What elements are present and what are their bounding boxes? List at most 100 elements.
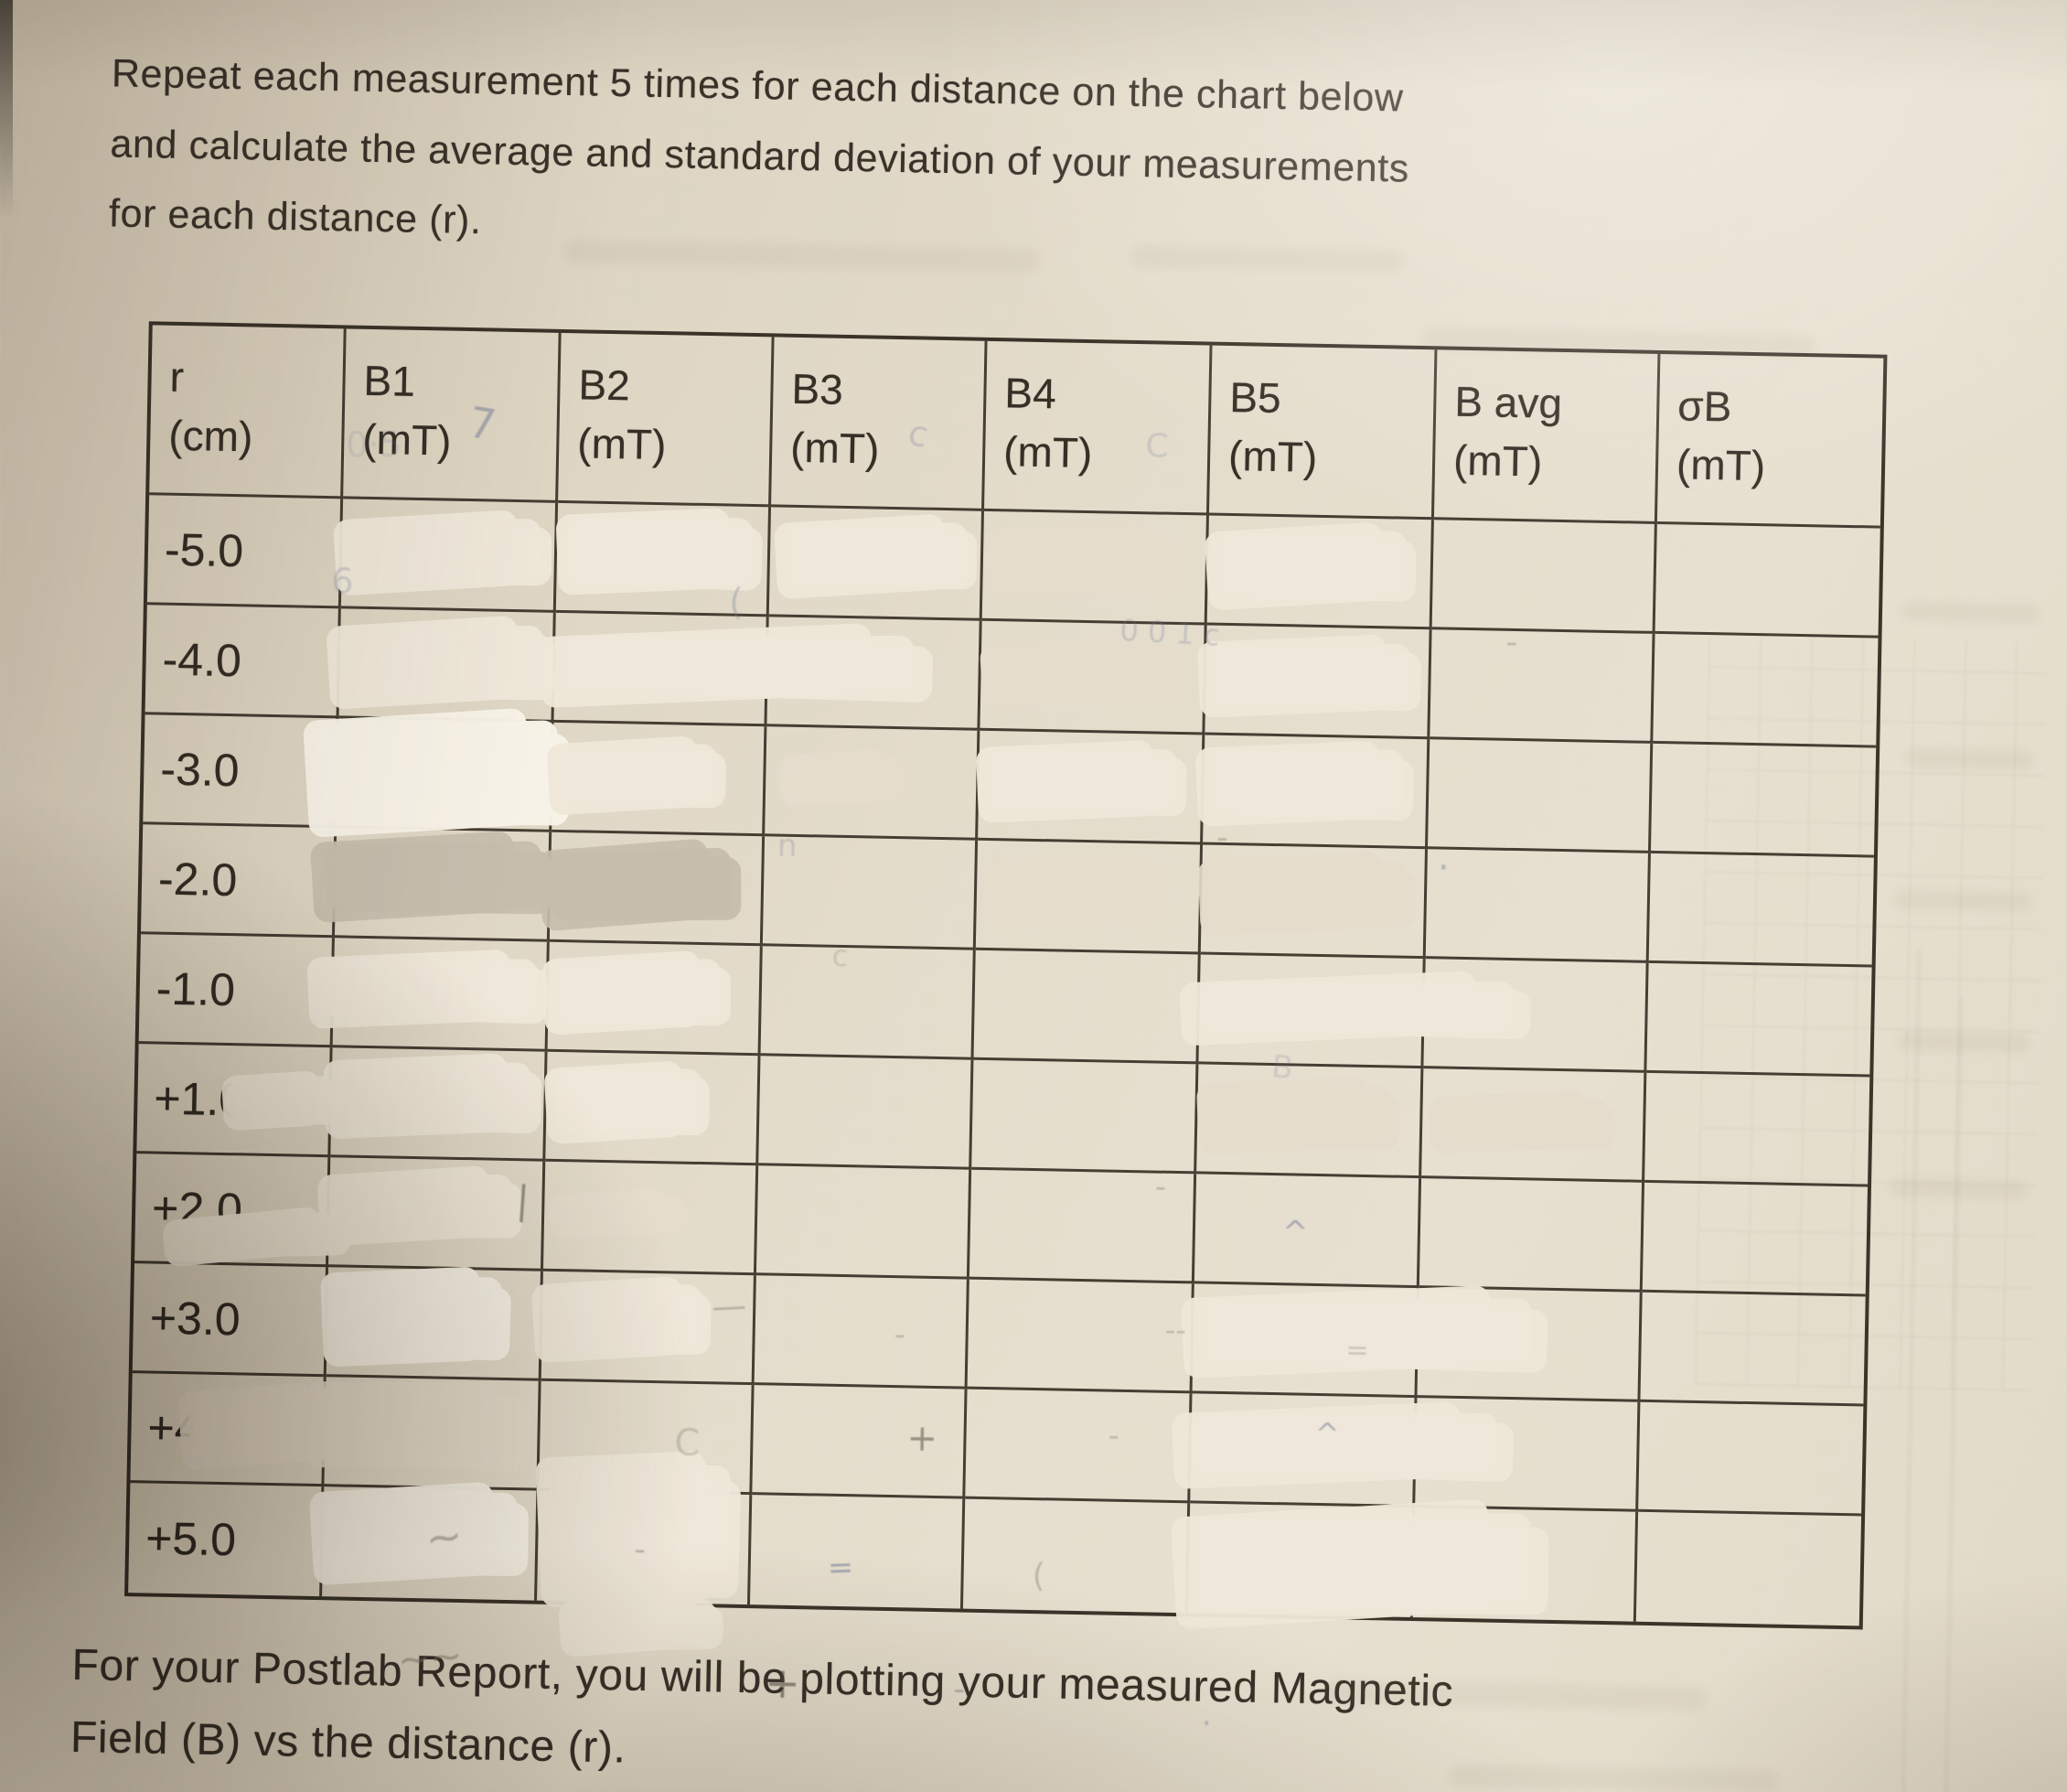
- table-cell: [315, 1377, 541, 1491]
- whiteout-mark: [322, 1492, 519, 1572]
- table-cell: [1192, 1283, 1532, 1399]
- whiteout-mark: [1210, 643, 1411, 706]
- table-cell: [1427, 739, 1654, 853]
- whiteout-mark: [994, 861, 1162, 917]
- table-cell: [1205, 625, 1432, 740]
- whiteout-mark: [1202, 1297, 1532, 1365]
- table-cell: [1655, 523, 1880, 638]
- table-cell: [980, 620, 1207, 735]
- table-cell: [1421, 1068, 1647, 1183]
- table-cell: [327, 1157, 546, 1272]
- table-cell: [320, 718, 560, 832]
- instructions-text: Repeat each measurement 5 times for each…: [108, 38, 1575, 276]
- table-cell: [325, 828, 552, 942]
- whiteout-mark: [556, 1194, 684, 1233]
- table-cell: [1425, 849, 1651, 963]
- table-cell: [765, 726, 980, 841]
- column-unit: (mT): [1676, 440, 1766, 490]
- column-unit: (mT): [361, 415, 452, 466]
- photo-edge-shadow: [0, 0, 13, 220]
- table-cell: [971, 1059, 1199, 1175]
- bleed-through-smudge: [1449, 1764, 1779, 1792]
- column-label: B5: [1228, 372, 1282, 423]
- table-cell: [555, 502, 772, 617]
- table-cell: [978, 730, 1205, 845]
- whiteout-mark: [315, 1383, 523, 1466]
- whiteout-mark: [787, 755, 904, 800]
- whiteout-mark: [556, 744, 718, 806]
- whiteout-mark: [554, 1068, 703, 1133]
- column-header-b1: B1 (mT): [343, 328, 562, 503]
- whiteout-mark: [1440, 1098, 1608, 1146]
- column-unit: (mT): [789, 424, 880, 473]
- whiteout-mark: [172, 1211, 343, 1259]
- bleed-through-grid: [1694, 635, 2048, 1392]
- row-label: +1.0: [136, 1044, 336, 1158]
- column-label: r: [169, 352, 185, 401]
- column-label: σB: [1676, 381, 1732, 431]
- whiteout-mark: [1191, 1411, 1498, 1475]
- table-cell: [330, 1047, 548, 1162]
- bleed-through-smudge: [1901, 602, 2040, 623]
- column-unit: (mT): [1002, 427, 1093, 478]
- table-cell: [1190, 1393, 1498, 1508]
- whiteout-mark: [1210, 861, 1407, 925]
- table-cell: [1431, 520, 1657, 634]
- table-cell: [1206, 515, 1434, 630]
- whiteout-mark: [988, 748, 1177, 811]
- whiteout-mark: [552, 958, 722, 1024]
- row-label: -1.0: [138, 934, 335, 1048]
- whiteout-mark: [328, 1174, 513, 1236]
- table-cell: [962, 1498, 1191, 1614]
- whiteout-mark: [229, 1076, 336, 1122]
- measurement-table-grid: r (cm) B1 (mT) B2 (mT) B3 (mT) B4 (mT): [124, 321, 1888, 1649]
- table-cell: [760, 946, 976, 1060]
- row-label: -2.0: [140, 824, 337, 939]
- table-cell: [755, 1165, 972, 1280]
- table-cell: [553, 612, 916, 727]
- table-cell: [1198, 954, 1515, 1069]
- column-label: B avg: [1453, 377, 1563, 427]
- whiteout-mark: [996, 530, 1175, 590]
- table-cell: [749, 1495, 966, 1609]
- table-cell: [338, 608, 556, 723]
- table-cell: [340, 499, 559, 613]
- whiteout-mark: [339, 625, 545, 697]
- whiteout-mark: [1193, 1512, 1533, 1611]
- table-cell: [1430, 629, 1655, 744]
- whiteout-mark: [325, 841, 542, 911]
- table-cell: [545, 1051, 761, 1166]
- column-unit: (mT): [576, 419, 667, 469]
- whiteout-mark: [336, 1062, 531, 1127]
- table-cell: [320, 938, 550, 1052]
- whiteout-mark: [346, 518, 542, 585]
- whiteout-mark: [561, 635, 916, 695]
- whiteout-mark: [541, 1284, 703, 1351]
- column-label: B4: [1003, 369, 1057, 418]
- column-header-b5: B5 (mT): [1208, 345, 1438, 520]
- table-cell: [542, 1161, 759, 1276]
- table-cell: [965, 1389, 1193, 1504]
- whiteout-mark: [991, 642, 1175, 700]
- column-header-b3: B3 (mT): [771, 337, 988, 511]
- table-cell: [768, 507, 984, 621]
- row-label: +2.0: [134, 1154, 343, 1268]
- whiteout-mark: [1216, 531, 1407, 598]
- column-header-b2: B2 (mT): [558, 332, 775, 508]
- table-cell: [1638, 1401, 1864, 1517]
- whiteout-mark: [567, 1597, 716, 1649]
- column-unit: (mT): [1227, 432, 1318, 482]
- table-cell: [981, 510, 1209, 626]
- whiteout-mark: [1208, 1085, 1391, 1145]
- table-cell: [969, 1169, 1197, 1284]
- column-unit: (mT): [1452, 436, 1543, 486]
- whiteout-mark: [786, 522, 969, 588]
- whiteout-mark: [548, 1465, 731, 1589]
- whiteout-mark: [549, 846, 734, 920]
- whiteout-mark: [320, 959, 538, 1018]
- whiteout-mark: [331, 1277, 502, 1355]
- table-cell: [549, 832, 766, 947]
- table-cell: [1203, 735, 1430, 850]
- table-cell: [975, 840, 1204, 955]
